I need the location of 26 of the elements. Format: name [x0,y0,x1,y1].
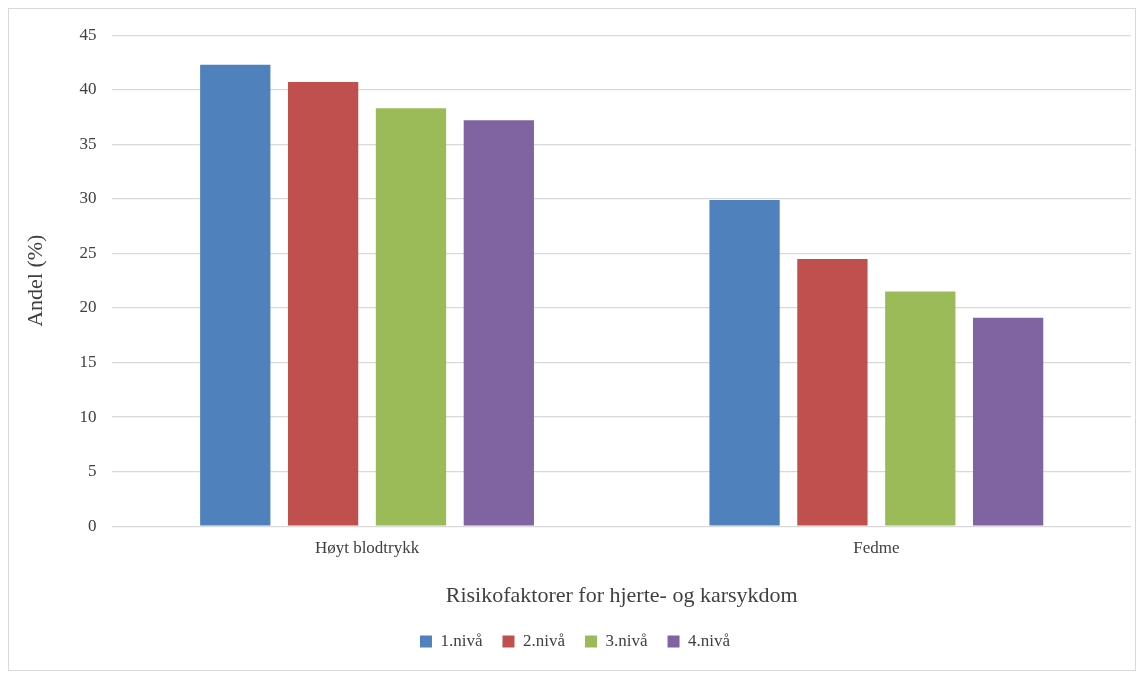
bar [709,199,780,526]
bar [797,258,868,526]
y-tick-label: 5 [87,461,97,481]
bar [375,108,447,526]
y-tick-label: 10 [79,406,97,426]
y-tick-label: 0 [87,515,97,535]
x-tick-label: Fedme [853,537,900,557]
bar [200,64,271,526]
bar [885,291,956,526]
x-axis-title: Risikofaktorer for hjerte- og karsykdom [445,581,798,607]
y-tick-label: 40 [79,79,97,99]
legend-label: 3.nivå [605,630,648,650]
y-axis-title: Andel (%) [21,234,47,327]
legend-label: 4.nivå [688,630,731,650]
y-tick-label: 30 [79,188,97,208]
x-tick-label: Høyt blodtrykk [314,537,420,557]
bar [287,82,359,526]
y-tick-label: 25 [79,242,97,262]
legend-label: 2.nivå [522,630,566,650]
y-tick-label: 45 [79,24,97,44]
y-tick-label: 35 [79,133,97,153]
legend-label: 1.nivå [440,630,483,650]
bar [972,317,1044,526]
bar [463,120,534,526]
y-tick-label: 15 [79,352,97,371]
y-tick-label: 20 [79,297,97,317]
